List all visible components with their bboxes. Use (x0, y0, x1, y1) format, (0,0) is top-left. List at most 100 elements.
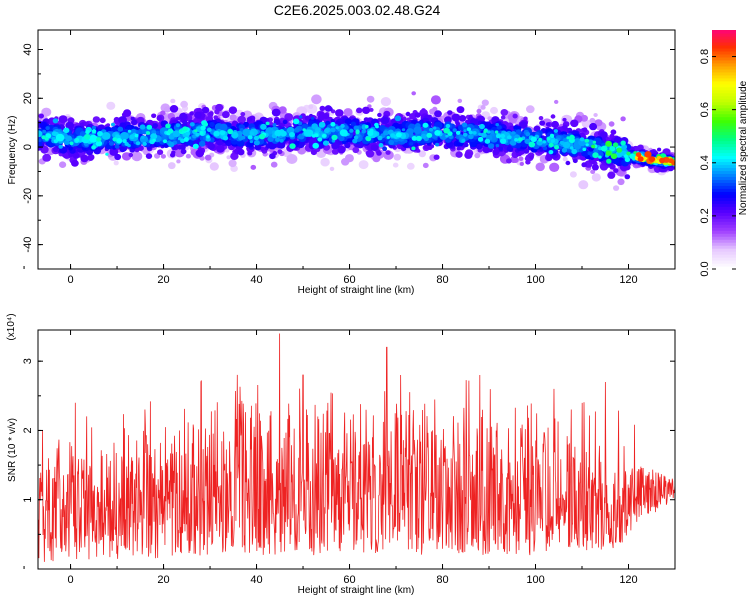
spectrogram-cell (361, 129, 367, 134)
spectrogram-cell (331, 134, 338, 141)
colorbar-step (712, 146, 736, 151)
spectrogram-cell (558, 146, 563, 150)
spectrogram-panel: 0 20 40 60 80 100 120 -40 -20 0 20 40 Height of str… (7, 29, 676, 296)
spectrogram-cell (194, 111, 202, 119)
spectrogram-cell (484, 124, 489, 129)
spectrogram-cell (616, 147, 623, 153)
spectrogram-cell (206, 135, 210, 139)
colorbar-step (712, 80, 736, 85)
spectrogram-cell (199, 140, 206, 147)
x-tick-label: 0 (67, 274, 73, 286)
spectrogram-cell (542, 140, 546, 144)
spectrogram-cell (195, 132, 200, 137)
spectrogram-cell (105, 126, 112, 132)
spectrogram-cell (182, 126, 188, 132)
spectrogram-cell (123, 109, 132, 117)
spectrogram-cell (542, 146, 548, 151)
x-tick-label: 80 (436, 574, 448, 586)
spectrogram-cell (38, 130, 43, 138)
spectrogram-cell (427, 145, 433, 150)
spectrogram-cell (396, 132, 402, 138)
spectrogram-cell (311, 94, 322, 105)
spectrogram-cell (591, 164, 599, 171)
spectrogram-cell (52, 118, 59, 124)
spectrogram-cell (172, 130, 181, 138)
spectrogram-cell (668, 158, 674, 164)
y-tick-label: 0 (22, 144, 34, 150)
spectrogram-x-axis-label: Height of straight line (km) (298, 285, 415, 296)
colorbar-step (712, 215, 736, 219)
snr-axis-ticks: 0 20 40 60 80 100 120 1 2 3 (22, 330, 676, 586)
spectrogram-cell (578, 180, 589, 190)
spectrogram-cell (42, 129, 47, 134)
spectrogram-cell (500, 133, 506, 139)
spectrogram-cell (222, 135, 229, 141)
spectrogram-cell (109, 147, 119, 156)
spectrogram-cell (591, 173, 601, 182)
spectrogram-cell (365, 150, 375, 158)
spectrogram-cell (562, 124, 568, 130)
spectrogram-cell (278, 106, 287, 114)
colorbar-tick-label: 0.6 (699, 102, 711, 117)
spectrogram-cell (91, 145, 96, 150)
spectrogram-cell (150, 133, 158, 140)
y-tick-label: -40 (22, 237, 34, 253)
spectrogram-cell (512, 113, 518, 119)
spectrogram-cell (222, 111, 230, 119)
spectrogram-cell (352, 138, 358, 144)
spectrogram-cell (377, 135, 383, 141)
spectrogram-cell (444, 116, 452, 124)
spectrogram-cell (75, 138, 80, 141)
spectrogram-cell (385, 150, 391, 155)
colorbar-step (712, 95, 736, 100)
spectrogram-cell (96, 137, 102, 142)
spectrogram-cell (600, 145, 608, 152)
spectrogram-cell (394, 115, 402, 122)
colorbar-step (712, 107, 736, 112)
spectrogram-cell (432, 106, 438, 112)
spectrogram-cell (315, 127, 321, 133)
spectrogram-cell (189, 122, 195, 127)
spectrogram-cell (322, 140, 329, 146)
spectrogram-cell (375, 125, 379, 129)
colorbar-step (712, 230, 736, 234)
spectrogram-cell (247, 150, 253, 156)
spectrogram-cell (151, 130, 157, 135)
spectrogram-cell (277, 149, 283, 155)
spectrogram-cell (579, 137, 585, 142)
spectrogram-cell (63, 127, 70, 134)
colorbar-step (712, 149, 736, 154)
spectrogram-cell (44, 137, 49, 141)
spectrogram-cell (495, 144, 500, 148)
spectrogram-cell (59, 161, 67, 168)
spectrogram-cell (331, 148, 339, 155)
spectrogram-cell (308, 104, 314, 110)
y-tick-label: -20 (22, 188, 34, 204)
spectrogram-cell (548, 142, 554, 148)
spectrogram-cell (585, 143, 589, 147)
spectrogram-cell (314, 133, 319, 138)
colorbar-step (712, 122, 736, 127)
x-tick-label: 120 (619, 274, 637, 286)
spectrogram-cell (363, 117, 369, 122)
colorbar-step (712, 143, 736, 148)
colorbar-step (712, 242, 736, 246)
spectrogram-cell (114, 144, 120, 149)
spectrogram-cell (229, 114, 237, 121)
spectrogram-cell (472, 131, 477, 135)
spectrogram-cell (79, 122, 84, 127)
spectrogram-cell (598, 155, 602, 159)
spectrogram-cell (209, 162, 219, 171)
spectrogram-cell (152, 123, 158, 128)
spectrogram-cell (340, 123, 345, 128)
spectrogram-cell (279, 138, 284, 143)
spectrogram-cell (528, 141, 536, 148)
spectrogram-cell (378, 143, 384, 148)
spectrogram-cell (330, 118, 335, 123)
spectrogram-cell (58, 115, 68, 124)
spectrogram-cell (355, 130, 360, 135)
colorbar-step (712, 218, 736, 222)
spectrogram-cell (617, 178, 625, 186)
snr-frame (37, 329, 676, 570)
spectrogram-cell (554, 145, 560, 150)
